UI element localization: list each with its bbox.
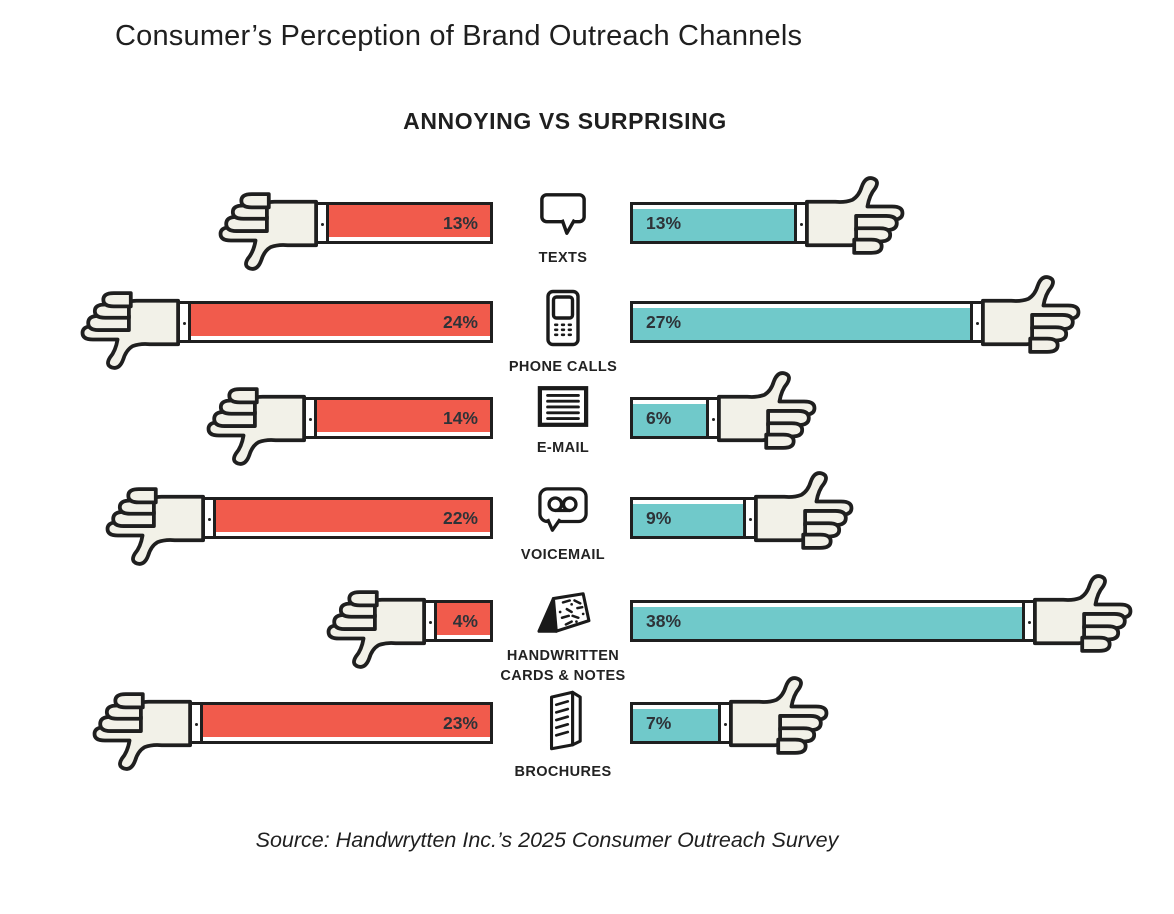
annoying-bar-fill: 23% — [203, 702, 493, 744]
surprising-bar-row-4: 9% — [630, 470, 860, 566]
annoying-value-label: 14% — [442, 407, 478, 428]
hand-cuff — [718, 702, 732, 744]
mobile-phone-icon — [545, 289, 581, 352]
hand-cuff — [1022, 600, 1036, 642]
surprising-bar-row-5: 38% — [630, 573, 1139, 669]
pointing-hand-right-icon — [981, 274, 1087, 370]
pointing-hand-right-icon — [717, 370, 823, 466]
chart-title: Consumer’s Perception of Brand Outreach … — [115, 20, 803, 52]
surprising-value-label: 27% — [646, 311, 682, 332]
brochure-icon — [541, 690, 585, 757]
pointing-hand-right-icon — [729, 675, 835, 771]
surprising-bar-row-1: 13% — [630, 175, 911, 271]
surprising-value-label: 38% — [646, 610, 682, 631]
category-label: HANDWRITTEN CARDS & NOTES — [500, 648, 626, 684]
pointing-hand-left-icon — [212, 176, 318, 271]
annoying-bar-fill: 22% — [216, 497, 493, 539]
annoying-bar-row-3: 14% — [200, 371, 493, 466]
pointing-hand-right-icon — [754, 470, 860, 566]
surprising-bar-fill: 9% — [630, 497, 743, 539]
annoying-value-label: 22% — [442, 507, 478, 528]
surprising-bar-row-2: 27% — [630, 274, 1087, 370]
hand-cuff — [202, 497, 216, 539]
hand-cuff — [303, 397, 317, 439]
category-label: E-MAIL — [536, 440, 590, 456]
category-label: PHONE CALLS — [508, 359, 618, 375]
letter-icon — [537, 385, 589, 433]
surprising-value-label: 7% — [646, 712, 672, 733]
surprising-bar-fill: 13% — [630, 202, 794, 244]
voicemail-cassette-icon — [536, 485, 590, 540]
annoying-bar-fill: 14% — [317, 397, 493, 439]
surprising-bar-fill: 38% — [630, 600, 1022, 642]
surprising-bar-fill: 6% — [630, 397, 706, 439]
annoying-value-label: 24% — [442, 311, 478, 332]
category-label: BROCHURES — [514, 764, 612, 780]
annoying-bar-row-5: 4% — [320, 574, 493, 669]
pointing-hand-left-icon — [320, 574, 426, 669]
pointing-hand-right-icon — [805, 175, 911, 271]
category-block-1: TEXTS — [483, 190, 643, 269]
category-label: TEXTS — [538, 250, 588, 266]
surprising-bar-fill: 7% — [630, 702, 718, 744]
category-block-2: PHONE CALLS — [483, 289, 643, 378]
handwritten-card-icon — [533, 588, 593, 641]
surprising-bar-row-6: 7% — [630, 675, 835, 771]
surprising-bar-row-3: 6% — [630, 370, 823, 466]
surprising-bar-fill: 27% — [630, 301, 970, 343]
annoying-value-label: 23% — [442, 712, 478, 733]
hand-cuff — [315, 202, 329, 244]
annoying-bar-fill: 4% — [437, 600, 493, 642]
pointing-hand-left-icon — [99, 471, 205, 566]
hand-cuff — [423, 600, 437, 642]
annoying-bar-fill: 24% — [191, 301, 493, 343]
category-block-3: E-MAIL — [483, 385, 643, 459]
annoying-bar-fill: 13% — [329, 202, 493, 244]
pointing-hand-right-icon — [1033, 573, 1139, 669]
category-block-5: HANDWRITTEN CARDS & NOTES — [483, 588, 643, 686]
category-block-4: VOICEMAIL — [483, 485, 643, 566]
annoying-bar-row-4: 22% — [99, 471, 493, 566]
speech-bubble-icon — [536, 190, 590, 243]
annoying-bar-row-2: 24% — [74, 275, 493, 370]
hand-cuff — [177, 301, 191, 343]
category-label: VOICEMAIL — [520, 547, 606, 563]
surprising-value-label: 9% — [646, 507, 672, 528]
chart-subtitle: ANNOYING VS SURPRISING — [403, 108, 727, 134]
hand-cuff — [794, 202, 808, 244]
pointing-hand-left-icon — [200, 371, 306, 466]
surprising-value-label: 13% — [646, 212, 682, 233]
annoying-value-label: 4% — [452, 610, 478, 631]
surprising-value-label: 6% — [646, 407, 672, 428]
hand-cuff — [706, 397, 720, 439]
annoying-value-label: 13% — [442, 212, 478, 233]
hand-cuff — [743, 497, 757, 539]
source-note: Source: Handwrytten Inc.’s 2025 Consumer… — [255, 828, 839, 852]
hand-cuff — [970, 301, 984, 343]
hand-cuff — [189, 702, 203, 744]
pointing-hand-left-icon — [86, 676, 192, 771]
annoying-bar-row-1: 13% — [212, 176, 493, 271]
annoying-bar-row-6: 23% — [86, 676, 493, 771]
category-block-6: BROCHURES — [483, 690, 643, 783]
pointing-hand-left-icon — [74, 275, 180, 370]
